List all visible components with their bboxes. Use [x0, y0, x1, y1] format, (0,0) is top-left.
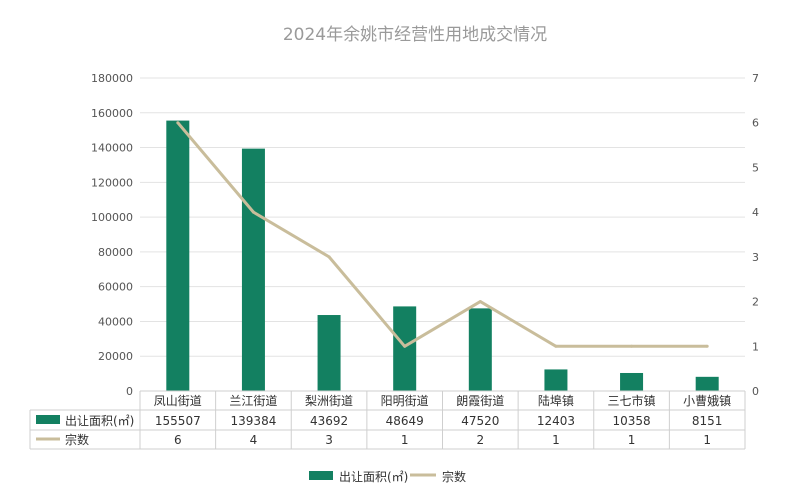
- line-point: [554, 344, 558, 348]
- y-right-tick-label: 5: [752, 161, 759, 174]
- bar: [393, 306, 417, 391]
- y-left-tick-label: 60000: [98, 281, 133, 294]
- chart-title: 2024年余姚市经营性用地成交情况: [283, 25, 547, 45]
- line-point: [176, 121, 180, 125]
- gridlines: [140, 77, 745, 392]
- table-value-area: 47520: [461, 414, 499, 428]
- y-left-tick-label: 160000: [91, 107, 133, 120]
- line-point: [705, 344, 709, 348]
- table-value-area: 10358: [612, 414, 650, 428]
- category-label: 小曹娥镇: [683, 394, 731, 408]
- bar: [317, 315, 341, 391]
- category-label: 阳明街道: [381, 394, 429, 408]
- table-value-count: 1: [552, 433, 560, 447]
- category-label: 兰江街道: [229, 394, 277, 408]
- y-left-tick-label: 120000: [91, 176, 133, 189]
- y-right-tick-label: 2: [752, 296, 759, 309]
- category-label: 陆埠镇: [538, 393, 574, 408]
- right-axis: 0 1 2 3 4 5 6 7: [752, 72, 759, 398]
- table-value-area: 155507: [155, 414, 201, 428]
- legend-label-count: 宗数: [442, 469, 466, 484]
- y-left-tick-label: 20000: [98, 350, 133, 363]
- line-point: [630, 344, 634, 348]
- category-label: 三七市镇: [608, 393, 656, 408]
- y-right-tick-label: 1: [752, 340, 759, 353]
- bar: [620, 372, 644, 391]
- category-label: 朗霞街道: [456, 394, 504, 408]
- bar: [166, 120, 190, 391]
- y-right-tick-label: 6: [752, 117, 759, 130]
- legend-swatch-area: [309, 471, 333, 480]
- bar: [544, 369, 568, 391]
- table-value-count: 4: [250, 433, 258, 447]
- line-point: [403, 344, 407, 348]
- table-row-label-count: 宗数: [65, 432, 89, 447]
- y-left-tick-label: 140000: [91, 142, 133, 155]
- table-value-area: 48649: [386, 414, 424, 428]
- line-series-path: [176, 121, 708, 348]
- y-left-tick-label: 100000: [91, 211, 133, 224]
- y-right-tick-label: 0: [752, 385, 759, 398]
- table-value-count: 2: [476, 433, 484, 447]
- line-series: [176, 121, 709, 348]
- table-value-count: 1: [401, 433, 409, 447]
- table-value-area: 8151: [692, 414, 723, 428]
- y-right-tick-label: 3: [752, 251, 759, 264]
- bar: [695, 376, 719, 391]
- left-axis: 0 20000 40000 60000 80000 100000 120000 140000 1…: [91, 72, 133, 398]
- legend: 出让面积(㎡) 宗数: [309, 469, 466, 484]
- table-value-count: 3: [325, 433, 333, 447]
- category-label: 凤山街道: [154, 394, 202, 408]
- bar: [241, 148, 265, 391]
- y-left-tick-label: 80000: [98, 246, 133, 259]
- y-right-tick-label: 7: [752, 72, 759, 85]
- bar: [468, 308, 492, 391]
- table-value-area: 139384: [231, 414, 277, 428]
- data-table: 凤山街道 155507 6 兰江街道 139384 4 梨洲街道 43692 3 阳明街道 4864…: [29, 390, 746, 450]
- table-key-area-swatch: [36, 415, 60, 424]
- table-value-count: 1: [628, 433, 636, 447]
- table-value-area: 43692: [310, 414, 348, 428]
- line-point: [327, 255, 331, 259]
- y-right-tick-label: 4: [752, 206, 759, 219]
- y-left-tick-label: 180000: [91, 72, 133, 85]
- y-left-tick-label: 40000: [98, 315, 133, 328]
- line-point: [251, 210, 255, 214]
- table-row-label-area: 出让面积(㎡): [65, 414, 134, 428]
- category-label: 梨洲街道: [305, 394, 353, 408]
- table-value-count: 1: [703, 433, 711, 447]
- table-value-area: 12403: [537, 414, 575, 428]
- legend-label-area: 出让面积(㎡): [339, 470, 408, 484]
- table-value-count: 6: [174, 433, 182, 447]
- line-point: [478, 300, 482, 304]
- y-left-tick-label: 0: [126, 385, 133, 398]
- bar-series: [166, 120, 719, 391]
